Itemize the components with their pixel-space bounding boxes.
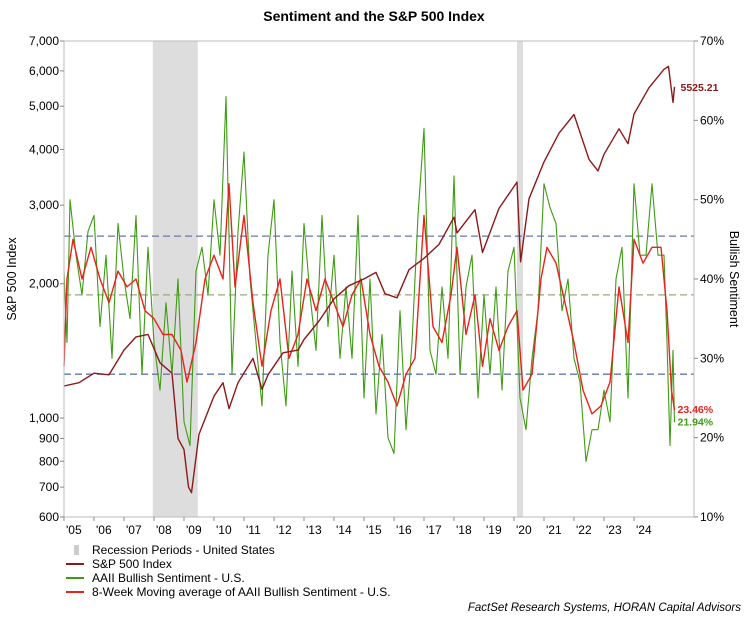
x-tick-label: '12 [276, 523, 292, 537]
x-tick-label: '19 [486, 523, 502, 537]
recession-band [152, 41, 198, 517]
recession-band [517, 41, 523, 517]
x-tick-label: '06 [96, 523, 112, 537]
right-tick-label: 70% [700, 34, 724, 48]
x-tick-label: '09 [186, 523, 202, 537]
right-axis: 10% 20% 30% 40% 50% 60% 70% [694, 34, 724, 524]
left-tick-label: 3,000 [29, 198, 59, 212]
right-tick-label: 20% [700, 431, 724, 445]
x-tick-label: '08 [156, 523, 172, 537]
right-tick-label: 40% [700, 272, 724, 286]
x-tick-label: '11 [246, 523, 261, 537]
x-axis: '05 '06 '07 '08 '09 '10 '11 '12 '13 '14 '15 '16 '17 '… [63, 517, 652, 537]
x-tick-label: '24 [636, 523, 652, 537]
left-tick-label: 2,000 [29, 277, 59, 291]
y-axis-right-label: Bullish Sentiment [727, 231, 741, 328]
series-layer [63, 65, 676, 494]
left-tick-label: 5,000 [29, 99, 59, 113]
x-tick-label: '07 [126, 523, 142, 537]
legend-label: Recession Periods - United States [92, 543, 275, 557]
right-tick-label: 30% [700, 351, 724, 365]
left-tick-label: 1,000 [29, 411, 59, 425]
end-label-layer: 5525.21 23.46%21.94% [678, 82, 719, 428]
legend-label: 8-Week Moving average of AAII Bullish Se… [92, 585, 391, 599]
x-tick-label: '15 [366, 523, 382, 537]
x-tick-label: '13 [306, 523, 322, 537]
series-line [63, 65, 676, 494]
legend-swatch [74, 545, 79, 555]
series-line [63, 183, 676, 415]
legend-label: S&P 500 Index [92, 557, 172, 571]
source-text: FactSet Research Systems, HORAN Capital … [468, 602, 741, 614]
legend-label: AAII Bullish Sentiment - U.S. [92, 571, 245, 585]
left-tick-label: 4,000 [29, 142, 59, 156]
x-tick-label: '21 [546, 523, 562, 537]
y-axis-left-label: S&P 500 Index [5, 237, 19, 321]
sp500-end-label: 5525.21 [681, 82, 719, 94]
left-tick-label: 600 [39, 510, 59, 524]
x-tick-label: '05 [66, 523, 82, 537]
left-tick-label: 6,000 [29, 64, 59, 78]
left-tick-label: 800 [39, 454, 59, 468]
left-axis: 600 700 800 900 1,000 2,000 3,000 4,000 5,000 6,0… [29, 34, 64, 524]
right-tick-label: 50% [700, 193, 724, 207]
x-tick-label: '14 [336, 523, 352, 537]
bullish-end-label: 21.94% [678, 416, 714, 428]
left-tick-label: 7,000 [29, 34, 59, 48]
x-tick-label: '18 [456, 523, 472, 537]
moving-average-end-label: 23.46% [678, 404, 714, 416]
x-tick-label: '23 [606, 523, 622, 537]
x-tick-label: '22 [576, 523, 592, 537]
left-tick-label: 900 [39, 431, 59, 445]
right-tick-label: 60% [700, 113, 724, 127]
chart-title: Sentiment and the S&P 500 Index [263, 8, 485, 24]
x-tick-label: '20 [516, 523, 532, 537]
recession-layer [152, 41, 523, 517]
x-tick-label: '16 [396, 523, 412, 537]
x-tick-label: '10 [216, 523, 232, 537]
x-tick-label: '17 [426, 523, 442, 537]
left-tick-label: 700 [39, 480, 59, 494]
right-tick-label: 10% [700, 510, 724, 524]
